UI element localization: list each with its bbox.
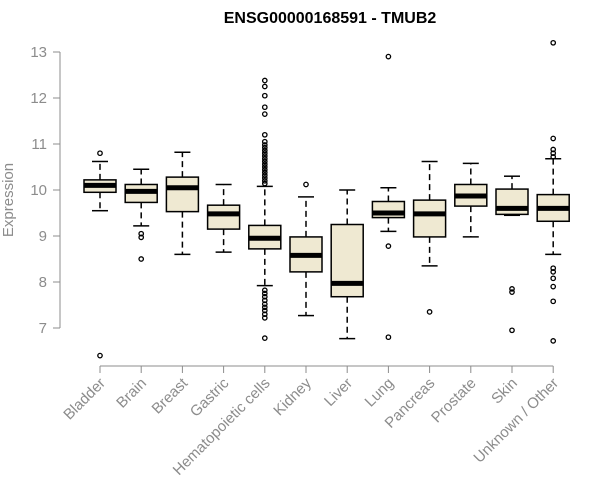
- outlier-point: [550, 154, 557, 160]
- iqr-box: [206, 204, 241, 230]
- x-tick-label: Brain: [113, 375, 150, 412]
- outlier-point: [509, 327, 515, 334]
- outlier-point: [261, 77, 268, 84]
- iqr-box: [330, 223, 364, 298]
- box-bladder: [83, 150, 117, 359]
- x-tick-label: Kidney: [270, 374, 315, 419]
- outlier-point: [261, 104, 268, 111]
- y-tick-label: 12: [30, 90, 47, 107]
- outlier-point: [261, 147, 268, 154]
- y-axis-label: Expression: [0, 163, 17, 237]
- outlier-point: [261, 177, 268, 184]
- outlier-point: [550, 269, 557, 275]
- outlier-point: [550, 298, 557, 305]
- outlier-point: [261, 169, 268, 176]
- x-tick-label: Bladder: [60, 375, 109, 424]
- outlier-point: [550, 39, 557, 46]
- x-tick-label: Lung: [362, 375, 398, 411]
- y-tick-label: 9: [39, 228, 47, 245]
- outlier-point: [550, 275, 557, 282]
- outlier-point: [261, 142, 268, 148]
- outlier-point: [550, 283, 557, 290]
- x-tick-label: Breast: [149, 374, 192, 417]
- y-tick-label: 11: [31, 136, 47, 153]
- outlier-point: [261, 180, 268, 187]
- outlier-point: [138, 230, 145, 237]
- outlier-point: [426, 309, 433, 315]
- outlier-point: [261, 131, 268, 138]
- outlier-point: [261, 335, 268, 341]
- x-tick-label: Skin: [488, 375, 521, 408]
- outlier-point: [261, 158, 268, 165]
- outlier-point: [550, 146, 557, 153]
- box-brain: [124, 168, 158, 262]
- box-unknown-other: [536, 39, 570, 344]
- outlier-point: [550, 338, 557, 344]
- outlier-point: [550, 265, 557, 272]
- x-tick-label: Liver: [321, 375, 356, 410]
- box-prostate: [454, 162, 488, 238]
- outlier-point: [261, 315, 268, 321]
- outlier-point: [261, 150, 268, 157]
- outlier-point: [261, 164, 268, 170]
- outlier-point: [550, 135, 557, 142]
- outlier-point: [261, 166, 268, 173]
- y-tick-label: 7: [39, 320, 47, 337]
- outlier-point: [261, 161, 268, 168]
- outlier-point: [385, 334, 392, 341]
- outlier-point: [261, 153, 268, 159]
- outlier-point: [550, 150, 557, 157]
- outlier-point: [261, 144, 268, 151]
- outlier-point: [261, 287, 268, 294]
- box-group: [83, 39, 570, 359]
- outlier-point: [97, 352, 103, 359]
- outlier-point: [261, 138, 268, 145]
- outlier-point: [303, 181, 309, 188]
- y-tick-label: 8: [39, 274, 47, 291]
- outlier-point: [261, 293, 268, 300]
- outlier-point: [261, 111, 268, 117]
- outlier-point: [509, 286, 515, 292]
- box-gastric: [206, 183, 241, 253]
- outlier-point: [261, 304, 268, 311]
- iqr-box: [412, 199, 447, 238]
- outlier-point: [138, 256, 145, 262]
- outlier-point: [261, 301, 268, 307]
- x-tick-label: Prostate: [428, 375, 480, 427]
- outlier-point: [261, 172, 268, 179]
- y-tick-label: 10: [30, 182, 47, 199]
- box-lung: [371, 53, 406, 341]
- y-tick-label: 13: [30, 44, 47, 61]
- box-hematopoietic-cells: [248, 77, 282, 341]
- outlier-point: [97, 150, 103, 157]
- outlier-point: [261, 83, 268, 90]
- outlier-point: [138, 234, 145, 241]
- y-axis: 7 8 9 10 11 12 13: [30, 44, 61, 337]
- outlier-point: [509, 289, 515, 295]
- box-kidney: [289, 181, 323, 317]
- outlier-point: [261, 155, 268, 162]
- outlier-point: [385, 243, 392, 249]
- iqr-box: [165, 176, 200, 213]
- box-pancreas: [412, 160, 447, 315]
- outlier-point: [261, 290, 268, 297]
- chart-title: ENSG00000168591 - TMUB2: [224, 10, 437, 27]
- outlier-point: [261, 175, 268, 181]
- box-breast: [165, 151, 200, 256]
- box-liver: [330, 189, 364, 340]
- outlier-point: [261, 311, 268, 318]
- outlier-point: [261, 307, 268, 314]
- box-skin: [495, 175, 529, 334]
- outlier-point: [261, 297, 268, 304]
- outlier-point: [261, 92, 268, 99]
- outlier-point: [385, 53, 392, 60]
